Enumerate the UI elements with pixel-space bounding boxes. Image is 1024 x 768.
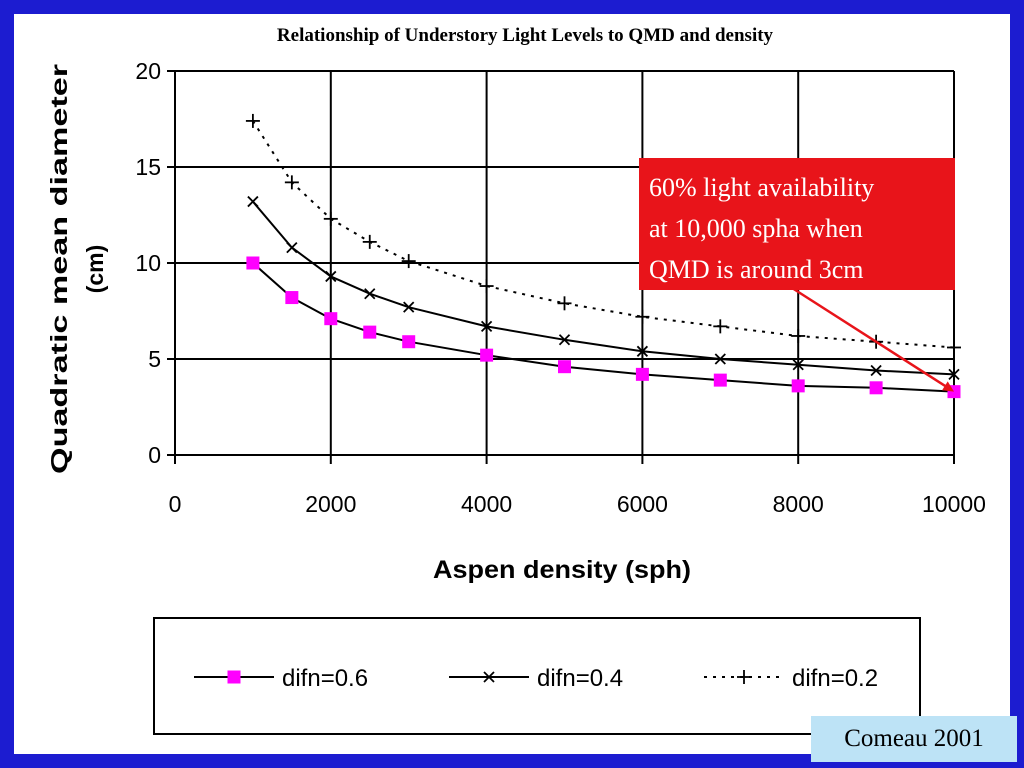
credit-label: Comeau 2001 <box>811 716 1017 762</box>
data-point <box>362 234 377 249</box>
data-point-stroke <box>403 301 415 313</box>
annotation-line-2: at 10,000 spha when <box>649 214 863 243</box>
legend-swatch-marker <box>483 671 495 683</box>
data-point-stroke <box>636 345 649 357</box>
y-tick-label: 20 <box>135 58 161 84</box>
data-point <box>247 195 259 208</box>
legend: difn=0.6 difn=0.4 difn=0.2 <box>153 617 921 735</box>
data-point <box>948 368 960 380</box>
chart: 0 2000 4000 6000 8000 10000 0 5 10 15 20 Relations… <box>46 25 986 735</box>
annotation-line-1: 60% light availability <box>649 173 875 202</box>
data-point <box>480 320 493 332</box>
data-point <box>947 340 961 355</box>
annotation-arrow-line <box>788 284 952 391</box>
y-tick-label: 0 <box>148 442 161 468</box>
data-point-stroke <box>558 334 571 346</box>
data-point <box>286 242 298 254</box>
annotation-arrow-layer <box>788 284 954 392</box>
y-tick-label: 15 <box>135 154 161 180</box>
data-point <box>364 288 376 300</box>
data-point <box>401 254 416 269</box>
data-point <box>870 364 882 377</box>
data-point <box>402 335 416 349</box>
data-point <box>558 334 571 346</box>
data-point <box>713 373 727 387</box>
slide: 0 2000 4000 6000 8000 10000 0 5 10 15 20 Relations… <box>14 14 1010 754</box>
legend-swatch-marker <box>737 670 751 684</box>
y-axis-title-line-1: Quadratic mean diameter <box>46 64 72 474</box>
x-tick-label: 2000 <box>305 491 356 517</box>
series-line <box>252 120 955 349</box>
data-point <box>636 345 649 357</box>
data-point <box>284 175 299 190</box>
data-point <box>792 359 804 371</box>
x-tick-label: 0 <box>169 491 182 517</box>
data-point <box>363 325 377 339</box>
data-point-stroke <box>870 364 882 377</box>
data-point <box>635 309 650 324</box>
data-point-stroke <box>247 195 259 208</box>
data-point <box>246 256 260 270</box>
legend-label: difn=0.6 <box>282 665 368 692</box>
data-point <box>869 381 883 395</box>
data-point-stroke <box>948 368 960 380</box>
data-point <box>480 348 494 362</box>
data-point <box>245 113 260 128</box>
y-axis-title: Quadratic mean diameter (cm) <box>46 64 108 474</box>
data-point <box>791 328 806 343</box>
series-layer <box>245 113 961 399</box>
series-1 <box>246 256 961 399</box>
data-point <box>558 360 571 374</box>
tick-labels: 0 2000 4000 6000 8000 10000 0 5 10 15 20 <box>135 58 986 517</box>
x-axis-title: Aspen density (sph) <box>433 556 691 584</box>
legend-label: difn=0.2 <box>792 665 878 692</box>
data-point <box>714 353 726 365</box>
axes <box>167 70 955 464</box>
data-point-stroke <box>325 270 337 283</box>
data-point-stroke <box>480 320 493 332</box>
y-tick-label: 5 <box>148 346 161 372</box>
x-tick-label: 8000 <box>773 491 824 517</box>
data-point <box>403 301 415 313</box>
data-point-stroke <box>286 242 298 254</box>
data-point <box>791 379 805 393</box>
legend-entry-3: difn=0.2 <box>704 665 878 692</box>
legend-swatch-marker <box>227 670 241 684</box>
data-point <box>285 291 299 305</box>
data-point <box>325 270 337 283</box>
data-point-stroke <box>714 353 726 365</box>
x-tick-label: 4000 <box>461 491 512 517</box>
annotation-box: 60% light availability at 10,000 spha wh… <box>639 158 955 290</box>
series-line <box>252 200 955 376</box>
legend-box <box>153 617 921 735</box>
chart-title: Relationship of Understory Light Levels … <box>277 25 774 46</box>
x-tick-label: 10000 <box>922 491 986 517</box>
data-point <box>635 367 649 381</box>
series-2 <box>247 195 960 380</box>
legend-entry-2: difn=0.4 <box>449 665 623 692</box>
y-tick-label: 10 <box>135 250 161 276</box>
data-point <box>323 211 338 226</box>
data-point-stroke <box>792 359 804 371</box>
x-tick-label: 6000 <box>617 491 668 517</box>
data-point-stroke <box>364 288 376 300</box>
data-point <box>557 296 572 311</box>
y-axis-title-line-2: (cm) <box>82 245 108 294</box>
legend-entry-1: difn=0.6 <box>194 665 368 692</box>
legend-swatch-marker-stroke <box>483 671 495 683</box>
annotation-line-3: QMD is around 3cm <box>649 255 864 284</box>
data-point <box>479 279 494 294</box>
annotation-arrow-head <box>942 381 954 392</box>
data-point <box>713 319 728 334</box>
legend-label: difn=0.4 <box>537 665 623 692</box>
data-point <box>324 312 338 326</box>
